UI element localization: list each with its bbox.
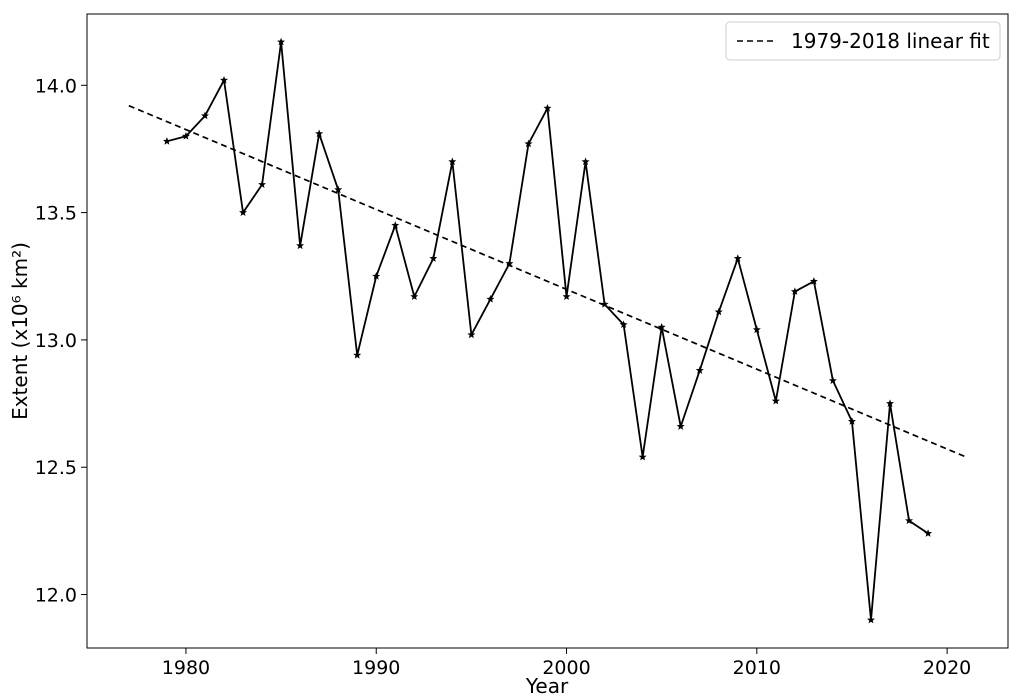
data-point-marker bbox=[296, 241, 305, 250]
data-point-marker bbox=[581, 157, 590, 166]
data-point-marker bbox=[258, 180, 267, 188]
x-tick-label: 2000 bbox=[542, 657, 590, 679]
x-tick-label: 1990 bbox=[352, 657, 400, 679]
data-point-marker bbox=[809, 277, 818, 285]
data-point-marker bbox=[886, 399, 895, 407]
y-axis: 12.0 12.5 13.0 13.5 14.0 bbox=[35, 75, 87, 607]
data-point-marker bbox=[771, 396, 780, 405]
data-point-marker bbox=[372, 272, 381, 280]
data-point-marker bbox=[657, 322, 666, 331]
data-point-marker bbox=[200, 111, 209, 120]
legend-label: 1979-2018 linear fit bbox=[791, 29, 990, 53]
data-point-marker bbox=[924, 529, 933, 537]
data-point-marker bbox=[714, 307, 723, 316]
data-point-marker bbox=[695, 366, 704, 374]
data-point-marker bbox=[353, 350, 362, 359]
data-point-marker bbox=[524, 139, 533, 148]
data-point-marker bbox=[429, 254, 438, 262]
y-axis-label: Extent (x10⁶ km²) bbox=[8, 242, 32, 420]
data-point-marker bbox=[410, 292, 419, 301]
data-point-marker bbox=[847, 417, 856, 425]
data-point-marker bbox=[543, 104, 552, 112]
plot-frame bbox=[86, 13, 1009, 649]
data-point-marker bbox=[733, 254, 742, 262]
data-point-marker bbox=[790, 287, 799, 295]
extent-series-line bbox=[166, 41, 929, 621]
data-point-marker bbox=[277, 37, 286, 46]
x-axis: 1980 1990 2000 2010 2020 bbox=[162, 648, 971, 679]
data-point-marker bbox=[239, 208, 248, 216]
y-tick-label: 12.5 bbox=[35, 457, 77, 479]
y-tick-label: 14.0 bbox=[35, 75, 77, 97]
data-point-marker bbox=[905, 516, 914, 525]
data-point-marker bbox=[391, 221, 400, 229]
data-point-marker bbox=[486, 294, 495, 303]
linear-fit-line bbox=[128, 104, 967, 458]
data-point-marker bbox=[638, 452, 647, 461]
data-point-marker bbox=[162, 137, 171, 145]
y-tick-label: 13.5 bbox=[35, 203, 77, 225]
data-point-marker bbox=[600, 300, 609, 308]
data-point-marker bbox=[315, 129, 324, 138]
x-tick-label: 2010 bbox=[733, 657, 781, 679]
data-point-marker bbox=[867, 615, 875, 624]
data-point-marker bbox=[562, 292, 571, 301]
x-tick-label: 1980 bbox=[162, 657, 210, 679]
data-point-marker bbox=[220, 76, 228, 84]
y-tick-label: 12.0 bbox=[35, 585, 77, 607]
data-point-marker bbox=[181, 132, 190, 140]
data-point-marker bbox=[448, 157, 457, 166]
data-point-marker bbox=[619, 320, 628, 329]
data-point-marker bbox=[334, 185, 343, 194]
data-point-marker bbox=[676, 422, 685, 430]
data-point-marker bbox=[467, 330, 476, 339]
plot-content bbox=[128, 37, 967, 624]
legend: 1979-2018 linear fit bbox=[725, 21, 1001, 61]
y-tick-label: 13.0 bbox=[35, 330, 77, 352]
legend-box bbox=[725, 21, 1001, 61]
data-point-marker bbox=[505, 259, 514, 267]
data-point-marker bbox=[828, 376, 837, 385]
data-point-marker bbox=[752, 325, 761, 334]
x-tick-label: 2020 bbox=[923, 657, 971, 679]
x-axis-label: Year bbox=[525, 674, 569, 697]
